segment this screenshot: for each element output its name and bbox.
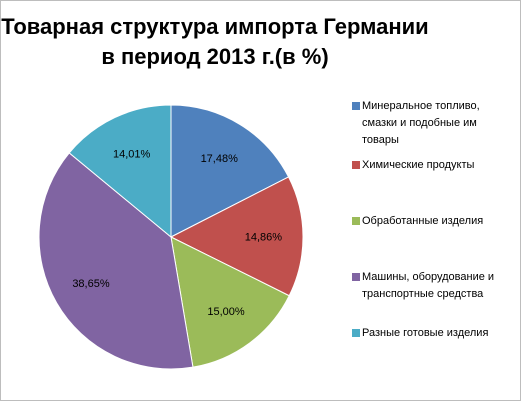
pie-slices: [38, 104, 304, 370]
legend-label: Машины, оборудование и транспортные сред…: [362, 271, 495, 300]
slice-mineral-fuel: [170, 104, 290, 238]
legend-item-mineral-fuel: Минеральное топливо, смазки и подобные и…: [352, 98, 517, 149]
legend-item-misc-goods: Разные готовые изделия: [352, 325, 517, 342]
slice-misc-goods: [68, 104, 172, 239]
slice-value-label: 14,86%: [245, 231, 283, 243]
legend-item-chemicals: Химические продукты: [352, 157, 517, 174]
legend-swatch: [352, 329, 360, 337]
slice-machinery: [38, 152, 194, 370]
pie-labels: 17,48% 14,86% 15,00% 38,65% 14,01%: [72, 148, 282, 318]
legend-label: Химические продукты: [362, 159, 475, 171]
slice-value-label: 17,48%: [201, 153, 239, 165]
legend-label: Минеральное топливо, смазки и подобные и…: [362, 100, 480, 146]
legend-label: Разные готовые изделия: [362, 327, 489, 339]
legend-item-manufactured-goods: Обработанные изделия: [352, 213, 517, 230]
chart-title-line1: Товарная структура импорта Германии: [1, 14, 429, 39]
slice-value-label: 14,01%: [113, 148, 151, 160]
legend-item-machinery: Машины, оборудование и транспортные сред…: [352, 269, 517, 303]
chart-title-line2: в период 2013 г.(в %): [101, 44, 329, 69]
legend-swatch: [352, 102, 360, 110]
legend-swatch: [352, 273, 360, 281]
legend-label: Обработанные изделия: [362, 215, 484, 227]
slice-value-label: 15,00%: [207, 306, 245, 318]
slice-manufactured-goods: [170, 236, 290, 368]
legend-swatch: [352, 161, 360, 169]
legend-swatch: [352, 217, 360, 225]
slice-chemicals: [169, 176, 304, 297]
slice-value-label: 38,65%: [72, 278, 110, 290]
